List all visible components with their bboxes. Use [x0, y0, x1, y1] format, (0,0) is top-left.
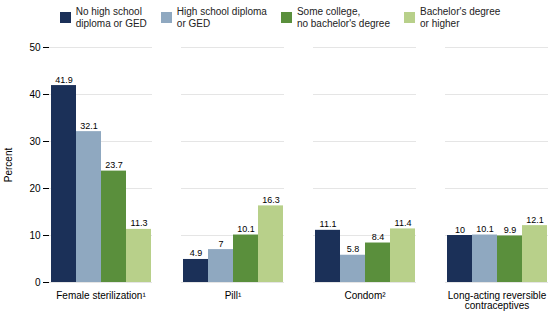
svg-text:23.7: 23.7	[105, 160, 123, 170]
svg-text:Long-acting reversiblecontrace: Long-acting reversiblecontraceptives	[448, 290, 547, 311]
svg-text:4.9: 4.9	[190, 248, 203, 258]
svg-text:11.3: 11.3	[131, 218, 148, 228]
svg-text:20: 20	[29, 183, 41, 194]
html-text:Some college, no bachelor's de: Some college, no bachelor's degree	[296, 6, 390, 29]
svg-text:5.8: 5.8	[347, 244, 360, 254]
svg-text:12.1: 12.1	[526, 215, 544, 225]
svg-text:7: 7	[218, 239, 223, 249]
html-text:High school diploma or GED: High school diploma or GED	[176, 6, 267, 29]
svg-text:10: 10	[29, 230, 41, 241]
svg-text:9.9: 9.9	[504, 225, 517, 235]
svg-text:16.3: 16.3	[262, 195, 280, 205]
svg-text:Female sterilization¹: Female sterilization¹	[56, 290, 146, 301]
html-text:Bachelor's degree or higher: Bachelor's degree or higher	[420, 6, 501, 29]
svg-text:8.4: 8.4	[372, 232, 385, 242]
svg-text:Percent: Percent	[3, 148, 14, 183]
svg-text:11.4: 11.4	[395, 218, 412, 228]
svg-text:50: 50	[29, 42, 41, 53]
svg-text:11.1: 11.1	[320, 219, 337, 229]
svg-text:10: 10	[455, 225, 465, 235]
html-text:No high school diploma or GED: No high school diploma or GED	[75, 6, 147, 29]
svg-text:0: 0	[35, 277, 41, 288]
svg-text:30: 30	[29, 136, 41, 147]
svg-text:Pill¹: Pill¹	[225, 290, 242, 301]
svg-text:10.1: 10.1	[476, 224, 494, 234]
svg-text:41.9: 41.9	[55, 75, 73, 85]
svg-text:32.1: 32.1	[80, 121, 98, 131]
svg-text:40: 40	[29, 89, 41, 100]
svg-text:10.1: 10.1	[237, 224, 255, 234]
svg-text:Condom²: Condom²	[344, 290, 386, 301]
